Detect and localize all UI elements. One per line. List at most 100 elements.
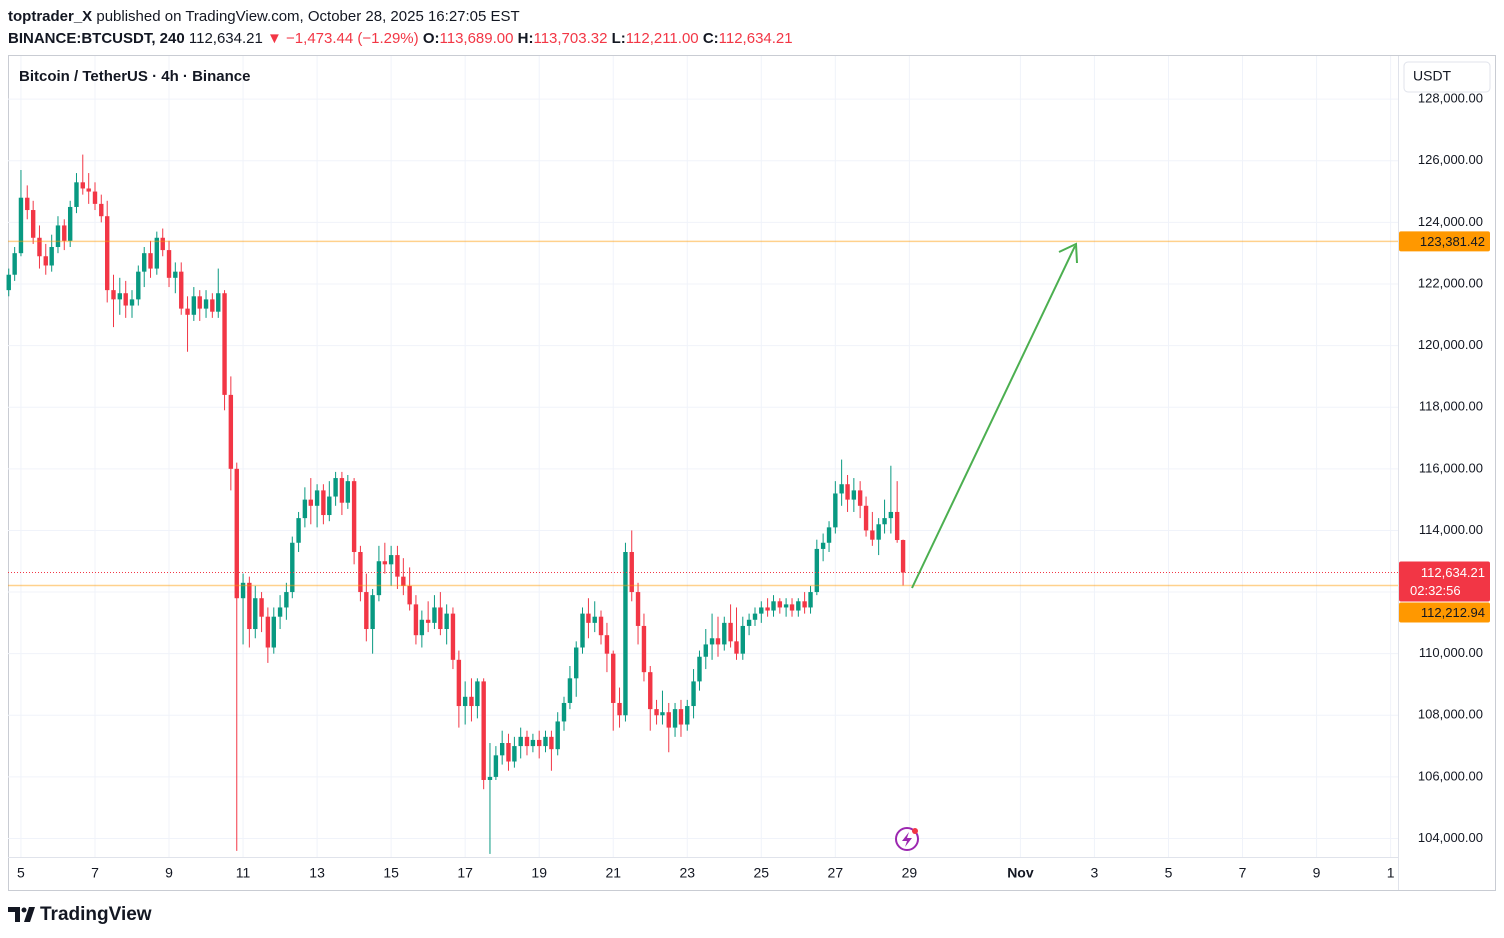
candle-body	[506, 743, 511, 762]
candle-body	[413, 604, 419, 636]
candle-body	[617, 702, 622, 716]
candle-body	[25, 197, 30, 211]
candle-body	[734, 641, 739, 654]
candle-body	[30, 210, 36, 238]
candle-body	[900, 540, 906, 573]
candle-body	[80, 182, 85, 189]
chart-title: Bitcoin / TetherUS · 4h · Binance	[19, 68, 250, 85]
event-dot[interactable]	[912, 828, 918, 834]
candle-body	[203, 299, 209, 309]
candle-body	[197, 296, 202, 309]
y-tick-label: 120,000.00	[1418, 337, 1483, 352]
x-tick-label: 13	[309, 865, 325, 881]
candle-body	[302, 499, 308, 519]
candle-body	[247, 582, 252, 630]
candle-body	[672, 709, 678, 728]
candle-body	[530, 739, 536, 747]
candle-body	[210, 299, 215, 312]
candle-body	[62, 225, 67, 241]
candle-body	[648, 672, 653, 710]
candle-body	[370, 595, 375, 630]
candle-body	[18, 197, 24, 254]
candle-body	[635, 592, 641, 626]
logo-dot	[21, 907, 27, 913]
last-price-label: 112,634.21	[1421, 565, 1485, 580]
candle-body	[444, 613, 449, 630]
candle-body	[574, 647, 579, 679]
candle-body	[296, 518, 301, 543]
candle-body	[771, 601, 776, 611]
arrow-head	[1058, 242, 1078, 264]
candle-body	[802, 601, 807, 608]
candle-body	[253, 598, 258, 630]
candle-body	[882, 518, 887, 525]
x-tick-label: 7	[91, 865, 99, 881]
candle-body	[333, 478, 338, 497]
candle-body	[425, 619, 431, 623]
candle-body	[863, 505, 869, 531]
candle-body	[290, 542, 295, 593]
y-tick-label: 108,000.00	[1418, 707, 1483, 722]
countdown: 02:32:56	[1410, 583, 1461, 598]
candle-body	[752, 613, 758, 620]
candle-body	[160, 237, 165, 251]
chart-frame	[8, 55, 1496, 891]
candle-body	[561, 702, 567, 722]
x-tick-label: 3	[1091, 865, 1099, 881]
level-label: 123,381.42	[1420, 234, 1485, 249]
candle-body	[376, 561, 382, 596]
candle-body	[55, 225, 61, 248]
candle-body	[722, 622, 727, 645]
x-tick-label: 21	[605, 865, 621, 881]
candle-body	[512, 746, 517, 762]
x-tick-label: 19	[531, 865, 547, 881]
candle-body	[43, 256, 48, 266]
candle-body	[6, 274, 11, 291]
currency-button[interactable]	[1403, 61, 1491, 93]
candle-body	[432, 607, 437, 623]
candle-body	[271, 616, 276, 648]
x-tick-label: 11	[236, 865, 251, 881]
candle-body	[524, 736, 530, 747]
arrow: ▼	[267, 30, 282, 47]
ohlc-key: L:	[611, 30, 626, 47]
candle-body	[543, 736, 548, 747]
candle-body	[715, 638, 721, 645]
candle-body	[580, 613, 585, 648]
x-tick-label: 15	[383, 865, 399, 881]
candle-body	[555, 721, 560, 750]
candle-body	[314, 490, 320, 506]
ohlc-key: H:	[517, 30, 534, 47]
candle-body	[820, 542, 826, 549]
candle-body	[74, 182, 79, 207]
candle-body	[549, 736, 554, 750]
currency-label[interactable]: USDT	[1413, 68, 1452, 84]
y-tick-label: 116,000.00	[1419, 460, 1483, 475]
ohlc-key: O:	[422, 30, 440, 47]
ohlc-value: 112,211.00	[625, 30, 699, 47]
event-bolt[interactable]	[902, 832, 912, 847]
candle-body	[839, 484, 844, 494]
ohlc-key: C:	[702, 30, 719, 47]
candle-body	[691, 681, 696, 707]
candle-body	[469, 696, 474, 707]
candle-body	[364, 592, 369, 630]
x-tick-label: Nov	[1007, 865, 1034, 881]
candle-body	[265, 616, 271, 648]
change: −1,473.44 (−1.29%)	[286, 30, 419, 47]
candle-body	[123, 293, 128, 306]
candle-body	[136, 271, 141, 300]
symbol: BINANCE:BTCUSDT, 240	[8, 30, 185, 47]
candle-body	[12, 253, 17, 275]
candle-body	[345, 481, 351, 503]
y-tick-label: 114,000.00	[1419, 522, 1483, 537]
candle-body	[67, 206, 73, 241]
candle-body	[49, 247, 54, 266]
candle-body	[277, 607, 283, 617]
candle-body	[796, 601, 801, 611]
event-icon[interactable]	[895, 827, 919, 851]
candle-body	[216, 293, 221, 312]
candle-body	[666, 712, 671, 728]
candle-body	[388, 555, 394, 565]
